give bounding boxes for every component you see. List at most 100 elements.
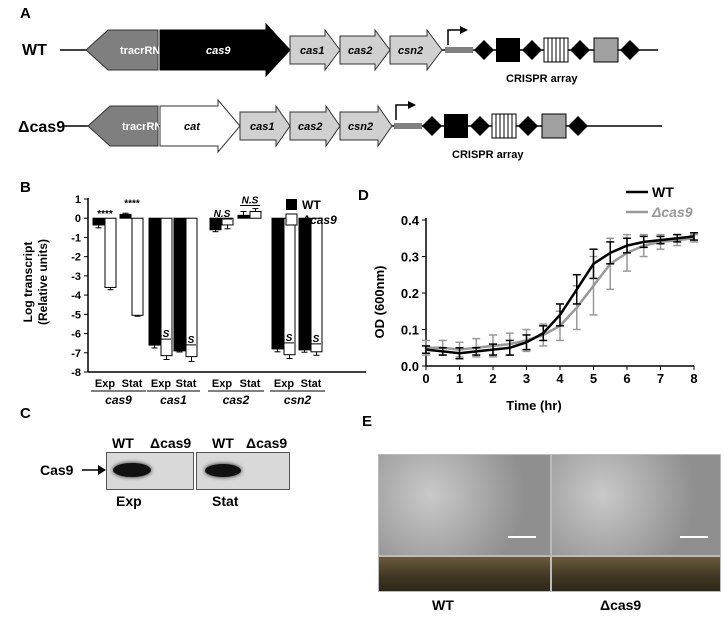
bar-mutant [249,210,262,219]
legend-label-wt: WT [302,198,321,212]
colonies-mutant [551,556,721,592]
gene-label: tracrRNA [120,45,168,57]
bar-mutant [131,217,144,316]
group-label: cas1 [160,393,187,407]
micrograph-wt [378,454,551,556]
crispr-array-label-mutant: CRISPR array [452,149,524,161]
legend-swatch-mutant [285,213,298,226]
gene-csn2-mutant [339,104,393,148]
x-category-label: Stat [240,378,261,390]
x-tick-label: 6 [623,371,630,386]
lane-label: WT [112,435,134,451]
gene-csn2-wt [389,28,443,72]
gene-cat [159,98,241,154]
genotype-label-mutant: Δcas9 [18,119,65,136]
significance-label: N.S [153,329,170,340]
gene-cas2-mutant [289,104,341,148]
colonies-wt [378,556,551,592]
x-tick-label: 1 [456,371,463,386]
group-label: cas9 [105,393,132,407]
x-tick-label: 8 [690,371,697,386]
lane-label: Δcas9 [150,435,191,451]
y-tick-label: -6 [71,329,81,341]
bar-wt [148,217,161,346]
bar-wt [173,217,186,352]
gene-cas1-wt [289,28,341,72]
bar-wt [298,217,311,351]
bar-wt [237,214,250,219]
gene-label: cat [184,121,201,133]
y-tick-label: -3 [71,271,81,283]
significance-label: N.S [242,195,259,206]
panel-label-c: C [20,405,31,422]
x-category-label: Exp [212,378,232,390]
gene-label: cas2 [298,121,322,133]
group-label: cas2 [223,393,250,407]
x-category-label: Exp [274,378,294,390]
blot-stat [196,452,290,490]
chart-d-ylabel: OD (600nm) [372,266,387,339]
y-tick-label: -2 [71,252,81,264]
series-line-wt [425,235,695,355]
chart-b-ylabel: Log transcript(Relative units) [21,239,50,325]
legend-swatch-wt [286,199,297,210]
gene-cas1-mutant [239,104,291,148]
chart-transcript-levels: Log transcript(Relative units) 1 0 -1 -2 -3 -… [21,194,366,407]
y-tick-label: -5 [71,309,81,321]
panel-label-d: D [358,187,369,204]
x-category-label: Stat [122,378,143,390]
y-tick-label: 0 [75,213,81,225]
x-tick-label: 7 [657,371,664,386]
gene-tracrrna-wt [85,29,159,71]
western-blot: WT Δcas9 WT Δcas9 Cas9 Exp Stat [40,435,287,509]
lane-label: Δcas9 [246,435,287,451]
y-tick-label: 0.2 [401,286,419,301]
y-tick-label: 0.3 [401,250,419,265]
blot-exp [106,452,194,490]
bar-wt [271,217,284,350]
x-tick-label: 2 [489,371,496,386]
operon-mutant: Δcas9 tracrRNA cat cas1 cas2 csn2 CRISPR… [18,98,662,161]
x-category-label: Exp [95,378,115,390]
bar-mutant [104,217,117,288]
gene-label: csn2 [348,121,373,133]
panel-label-b: B [20,179,31,196]
y-tick-label: -8 [71,367,81,379]
x-tick-label: 4 [556,371,564,386]
significance-label: **** [124,198,140,209]
significance-label: N.S [276,333,293,344]
legend-label-mutant: Δcas9 [301,213,337,227]
lane-label: WT [212,435,234,451]
panel-label-a: A [20,5,31,22]
panel-e-label-mutant: Δcas9 [600,597,641,613]
y-tick-label: -1 [71,232,81,244]
row-label-cas9: Cas9 [40,462,74,478]
gene-cas2-wt [339,28,391,72]
gene-label: tracrRNA [122,121,170,133]
y-tick-label: 1 [75,194,81,206]
panel-e-label-wt: WT [432,597,454,613]
genotype-label-wt: WT [22,42,47,59]
significance-label: N.S [214,209,231,220]
scale-bar-wt [508,536,536,538]
crispr-array-label-wt: CRISPR array [506,73,578,85]
significance-label: N.S [178,335,195,346]
chart-growth-curve: OD (600nm) Time (hr) 0.0 0.1 0.2 0.3 0.4 0 1 2 3… [372,184,698,413]
x-tick-label: 5 [590,371,597,386]
gene-label: cas9 [206,45,231,57]
band-wt-stat [205,464,241,477]
x-category-label: Exp [151,378,171,390]
micrograph-mutant [551,454,721,556]
panel-label-e: E [362,413,372,430]
gene-label: cas1 [300,45,324,57]
legend-label-wt: WT [652,184,674,200]
condition-label-exp: Exp [116,493,142,509]
promoter-arrow [395,104,410,120]
group-label: csn2 [284,393,312,407]
y-tick-label: 0.0 [401,359,419,374]
y-tick-label: -7 [71,348,81,360]
promoter-arrow [447,29,462,45]
bar-mutant [310,217,323,353]
condition-label-stat: Stat [212,493,239,509]
